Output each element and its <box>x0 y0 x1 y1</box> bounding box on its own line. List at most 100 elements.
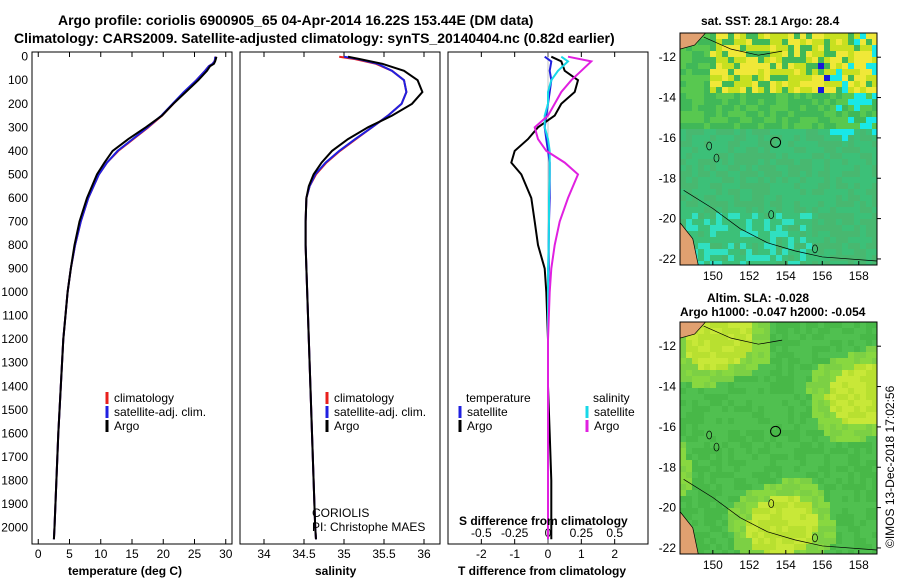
map-cell <box>692 484 698 490</box>
map-cell <box>716 159 722 165</box>
map-cell <box>848 225 854 231</box>
map-cell <box>776 237 782 243</box>
map-cell <box>806 219 812 225</box>
map-cell <box>752 159 758 165</box>
map-cell <box>848 123 854 129</box>
map-cell <box>782 454 788 460</box>
map-cell <box>728 93 734 99</box>
map-cell <box>734 376 740 382</box>
map-cell <box>866 189 872 195</box>
map-cell <box>716 57 722 63</box>
map-cell <box>740 454 746 460</box>
x-tick-label: 0 <box>545 547 552 561</box>
map-cell <box>680 340 686 346</box>
map-cell <box>836 520 842 526</box>
map-cell <box>872 454 877 460</box>
map-cell <box>866 364 872 370</box>
map-cell <box>704 99 710 105</box>
map-cell <box>800 135 806 141</box>
map-cell <box>704 364 710 370</box>
map-cell <box>806 424 812 430</box>
map-cell <box>764 550 770 554</box>
map-cell <box>734 442 740 448</box>
map-cell <box>710 460 716 466</box>
map-cell <box>728 544 734 550</box>
map-cell <box>698 502 704 508</box>
map-cell <box>698 171 704 177</box>
map-cell <box>686 418 692 424</box>
map-cell <box>872 99 877 105</box>
temperature-argo-line <box>52 56 218 540</box>
map-cell <box>842 159 848 165</box>
map-cell <box>848 135 854 141</box>
map-cell <box>800 141 806 147</box>
map-cell <box>866 388 872 394</box>
map-cell <box>716 207 722 213</box>
map-cell <box>698 550 704 554</box>
map-cell <box>698 490 704 496</box>
map-cell <box>794 340 800 346</box>
map-cell <box>800 400 806 406</box>
map-cell <box>746 195 752 201</box>
map-cell <box>764 213 770 219</box>
map-cell <box>848 153 854 159</box>
map-cell <box>686 430 692 436</box>
map-cell <box>788 255 794 261</box>
map-cell <box>686 219 692 225</box>
map-cell <box>692 63 698 69</box>
map-cell <box>740 141 746 147</box>
map-cell <box>854 346 860 352</box>
map-cell <box>860 117 866 123</box>
map-cell <box>764 472 770 478</box>
map-cell <box>824 364 830 370</box>
map-cell <box>680 388 686 394</box>
map-cell <box>758 478 764 484</box>
map-cell <box>782 370 788 376</box>
map-cell <box>830 159 836 165</box>
map-cell <box>758 129 764 135</box>
map-cell <box>704 87 710 93</box>
map-cell <box>794 436 800 442</box>
map-cell <box>704 472 710 478</box>
map-cell <box>872 490 877 496</box>
map-cell <box>794 544 800 550</box>
map-cell <box>860 93 866 99</box>
map-cell <box>692 123 698 129</box>
map-cell <box>788 430 794 436</box>
map-cell <box>788 117 794 123</box>
map-cell <box>806 39 812 45</box>
map-cell <box>866 45 872 51</box>
map-cell <box>764 45 770 51</box>
legend-argo-label: Argo <box>114 419 140 433</box>
map-cell <box>842 183 848 189</box>
map-cell <box>764 424 770 430</box>
map-cell <box>800 544 806 550</box>
map-cell <box>728 147 734 153</box>
map-cell <box>794 532 800 538</box>
map-cell <box>812 544 818 550</box>
map-cell <box>872 201 877 207</box>
map-cell <box>806 45 812 51</box>
map-cell <box>722 526 728 532</box>
map-cell <box>746 478 752 484</box>
map-cell <box>824 147 830 153</box>
map-cell <box>728 177 734 183</box>
map-cell <box>752 358 758 364</box>
map-cell <box>746 219 752 225</box>
map-cell <box>710 231 716 237</box>
map-cell <box>872 370 877 376</box>
map-cell <box>848 33 854 39</box>
map-cell <box>686 436 692 442</box>
map-cell <box>728 117 734 123</box>
map-cell <box>764 81 770 87</box>
map-cell <box>722 496 728 502</box>
map-cell <box>770 352 776 358</box>
map-cell <box>818 117 824 123</box>
map-cell <box>704 358 710 364</box>
map-cell <box>872 219 877 225</box>
map-cell <box>830 261 836 265</box>
map-cell <box>710 57 716 63</box>
map-cell <box>740 466 746 472</box>
map-cell <box>866 39 872 45</box>
map-cell <box>836 171 842 177</box>
